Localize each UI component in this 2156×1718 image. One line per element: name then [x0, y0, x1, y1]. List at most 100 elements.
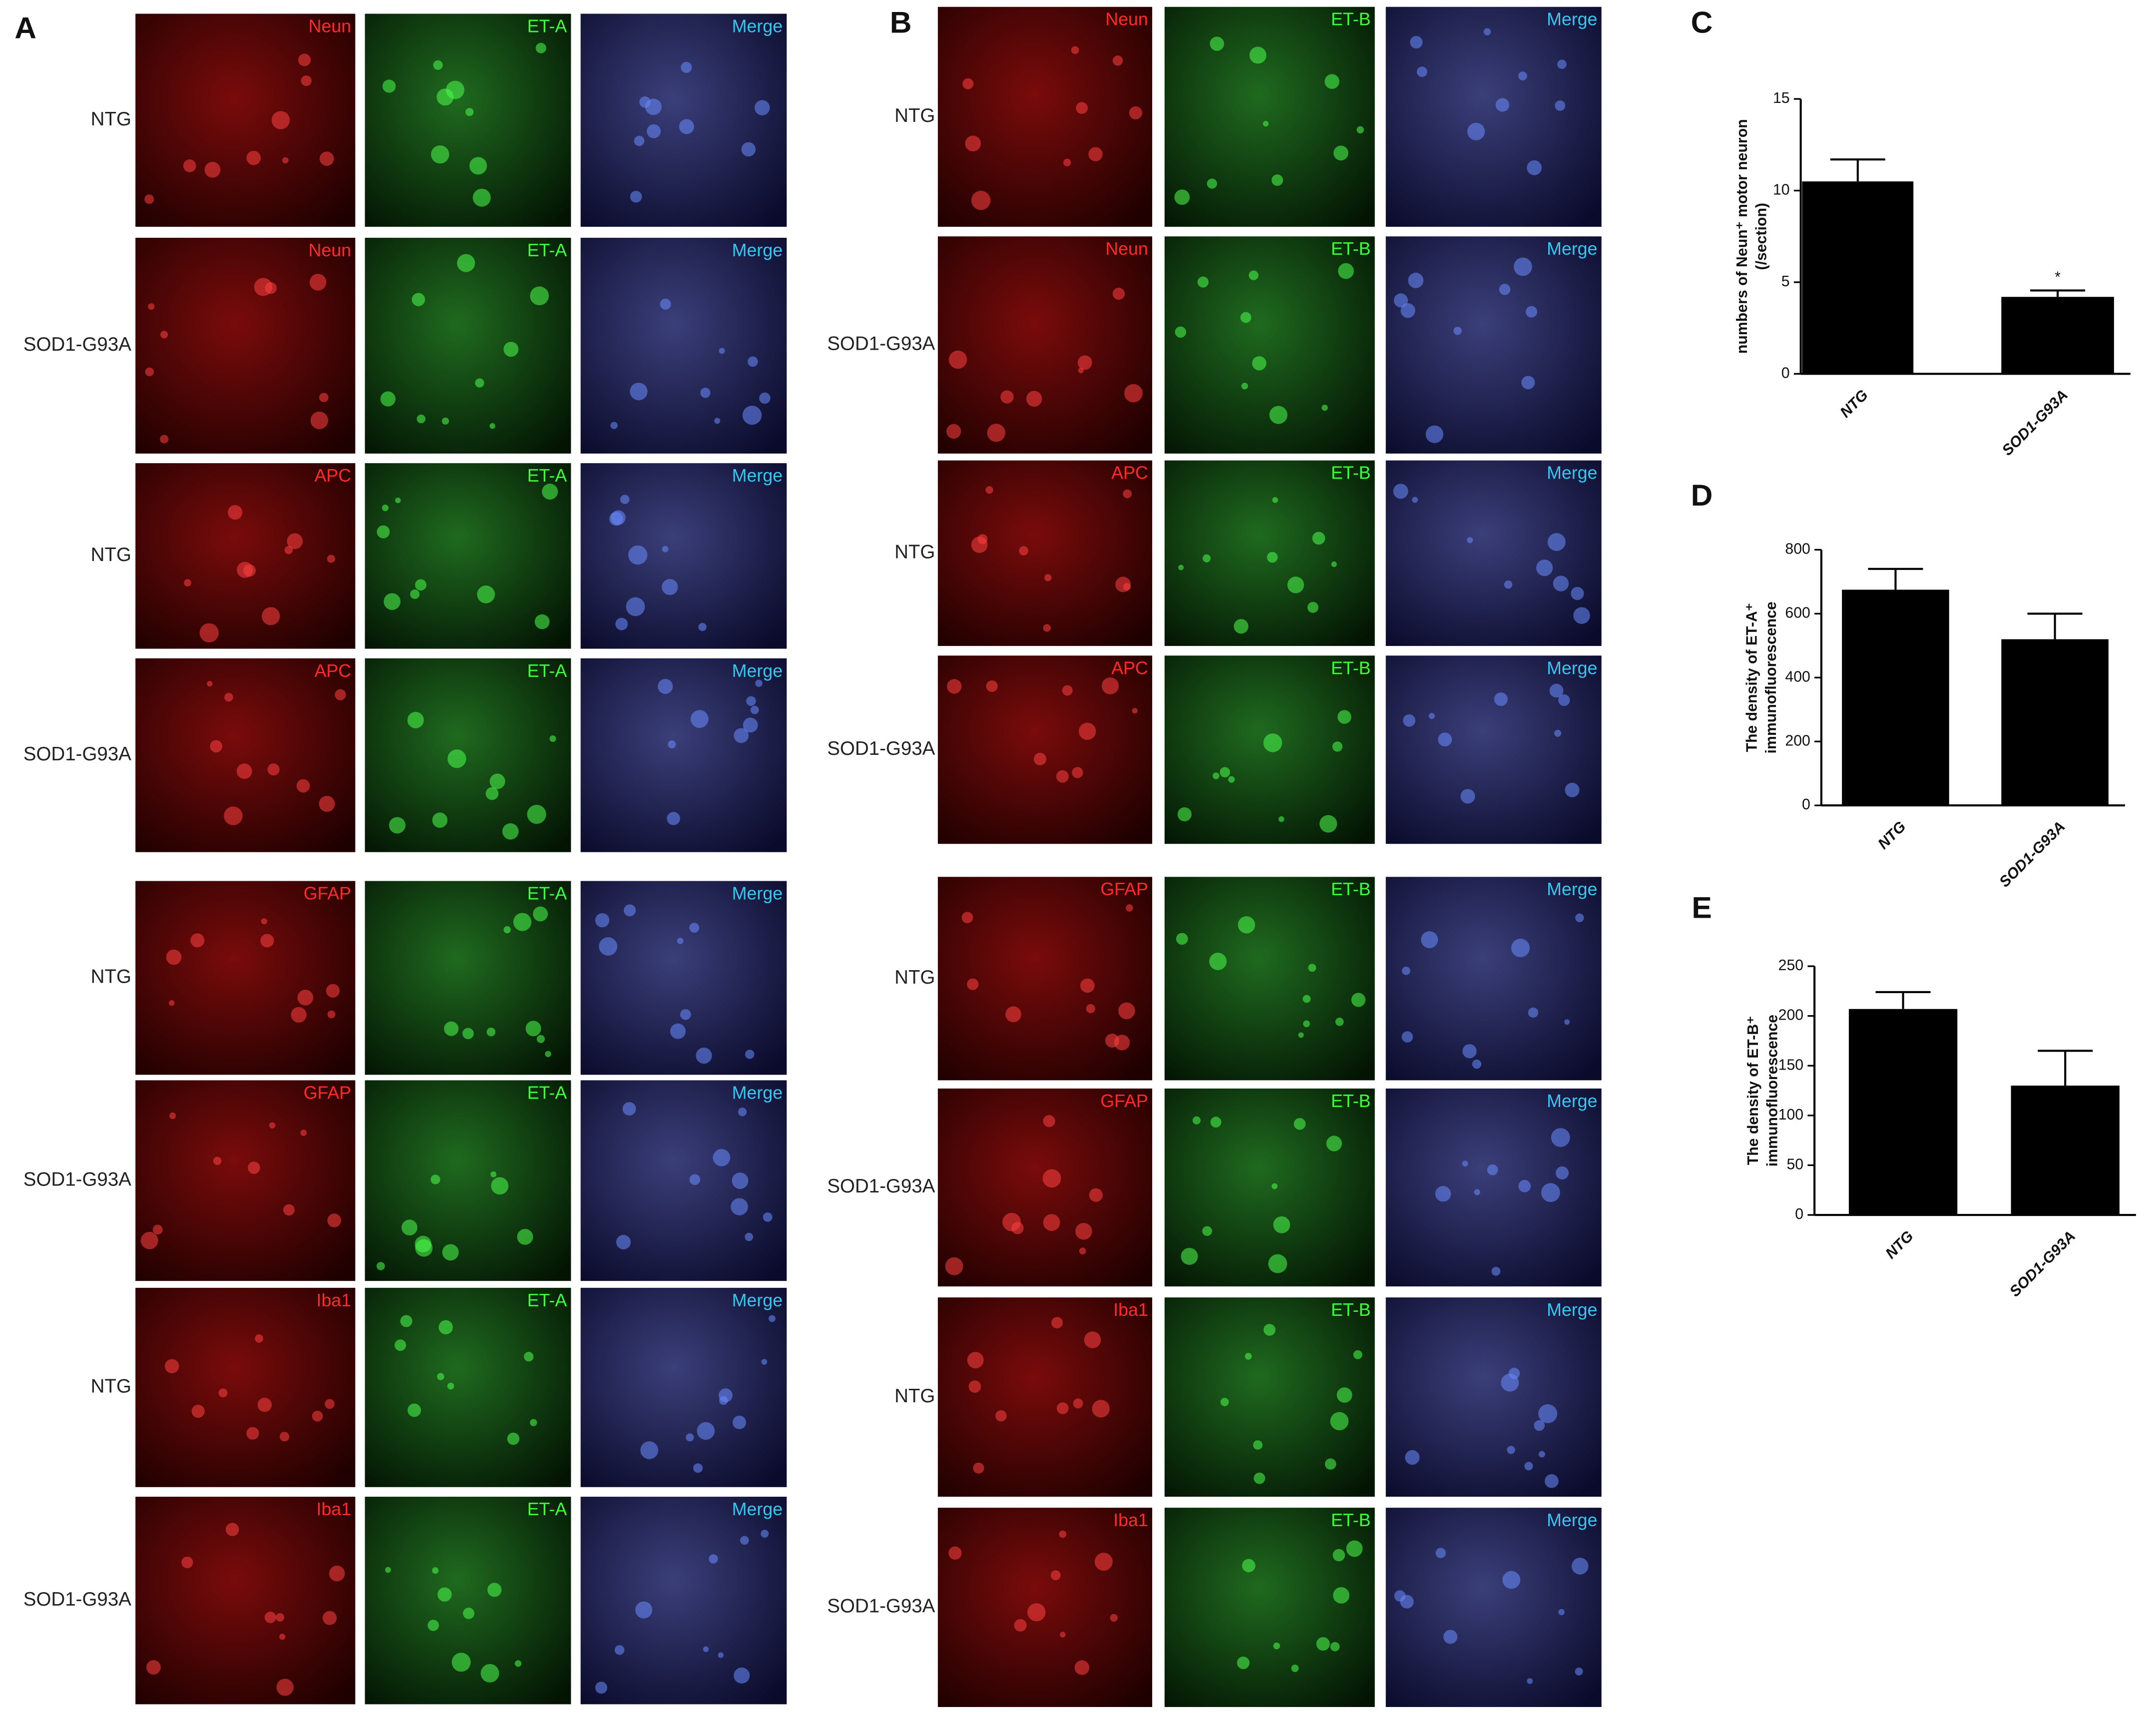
cell — [731, 1198, 748, 1215]
cell — [1303, 1020, 1310, 1028]
cell — [267, 763, 280, 776]
cell — [447, 1382, 454, 1390]
cell — [207, 681, 213, 687]
y-tick-label: 0 — [1802, 796, 1810, 813]
cell — [1541, 1183, 1560, 1202]
cell — [1050, 1570, 1061, 1581]
cell — [732, 1415, 746, 1429]
cell — [438, 1320, 453, 1335]
cell — [1249, 46, 1267, 64]
error-bar — [1830, 158, 1885, 182]
bar — [1802, 181, 1914, 374]
cell — [1059, 1530, 1067, 1538]
cell — [1549, 683, 1564, 698]
cell — [645, 98, 662, 115]
cell — [1307, 601, 1318, 613]
cell — [967, 978, 979, 990]
y-tick-label: 200 — [1785, 732, 1810, 749]
micrograph — [135, 1080, 356, 1281]
cell — [1263, 121, 1269, 127]
cell — [1192, 1116, 1201, 1125]
cell — [530, 286, 549, 306]
cell — [595, 1682, 607, 1694]
cell — [1338, 263, 1354, 279]
micrograph — [1385, 1088, 1602, 1287]
cell — [686, 1433, 694, 1442]
error-bar — [2038, 1050, 2093, 1086]
cell — [503, 926, 511, 934]
cell — [1051, 1317, 1063, 1329]
channel-label: ET-B — [1331, 1091, 1370, 1111]
cell — [503, 342, 519, 357]
cell — [689, 1174, 701, 1185]
error-bar — [1868, 568, 1923, 590]
cell — [1210, 1117, 1222, 1128]
cell — [1267, 552, 1278, 563]
cell — [616, 1234, 631, 1249]
bar — [1848, 1009, 1958, 1215]
cell — [1534, 1420, 1545, 1431]
cell — [395, 498, 401, 504]
micrograph — [1385, 1508, 1602, 1707]
cell — [1408, 272, 1424, 288]
cell — [545, 1051, 551, 1058]
cell — [681, 61, 692, 73]
cell — [213, 1156, 222, 1165]
cell — [254, 278, 273, 296]
cell — [1462, 1044, 1477, 1059]
cell — [152, 1224, 163, 1235]
channel-label: Merge — [732, 466, 783, 486]
cell — [732, 1172, 749, 1189]
cell — [1504, 580, 1513, 589]
cell — [1078, 722, 1096, 740]
cell — [210, 740, 223, 753]
cell — [747, 356, 758, 367]
cell — [1273, 1216, 1291, 1233]
channel-label: Iba1 — [317, 1499, 352, 1519]
micrograph — [365, 1287, 571, 1487]
cell — [1332, 1549, 1345, 1562]
cell — [407, 711, 424, 728]
cell — [428, 1620, 439, 1631]
cell — [709, 1554, 718, 1564]
micrograph — [1164, 877, 1375, 1081]
cell — [165, 1359, 179, 1373]
cell — [1000, 390, 1014, 404]
cell — [408, 1403, 422, 1417]
cell — [1294, 1118, 1306, 1130]
cell — [658, 679, 673, 694]
cell — [1123, 583, 1131, 591]
cell — [1220, 1398, 1229, 1406]
cell — [1210, 36, 1224, 51]
cell — [1524, 1462, 1533, 1471]
cell — [714, 418, 721, 424]
cell — [1176, 933, 1188, 945]
cell — [698, 622, 707, 631]
cell — [489, 423, 495, 429]
cell — [626, 597, 645, 616]
cell — [1575, 913, 1584, 922]
cell — [1346, 1540, 1363, 1557]
channel-label: Neun — [309, 240, 351, 260]
cell — [485, 787, 499, 800]
cell — [335, 689, 346, 700]
y-tick-label: 250 — [1778, 957, 1803, 974]
cell — [696, 1048, 712, 1064]
cell — [1428, 713, 1435, 719]
panel-letter: B — [890, 5, 912, 39]
channel-label: ET-B — [1331, 9, 1370, 29]
channel-label: ET-A — [527, 661, 567, 681]
cell — [389, 817, 406, 834]
panel-letter: E — [1692, 890, 1712, 924]
cell — [1353, 1350, 1362, 1359]
cell — [1056, 770, 1069, 783]
cell — [961, 912, 973, 924]
cell — [1558, 694, 1570, 706]
cell — [1209, 953, 1227, 971]
cell — [1272, 1183, 1278, 1189]
cell — [1302, 995, 1311, 1003]
row-label: SOD1-G93A — [23, 743, 131, 765]
cell — [971, 190, 991, 210]
cell — [1554, 729, 1562, 737]
